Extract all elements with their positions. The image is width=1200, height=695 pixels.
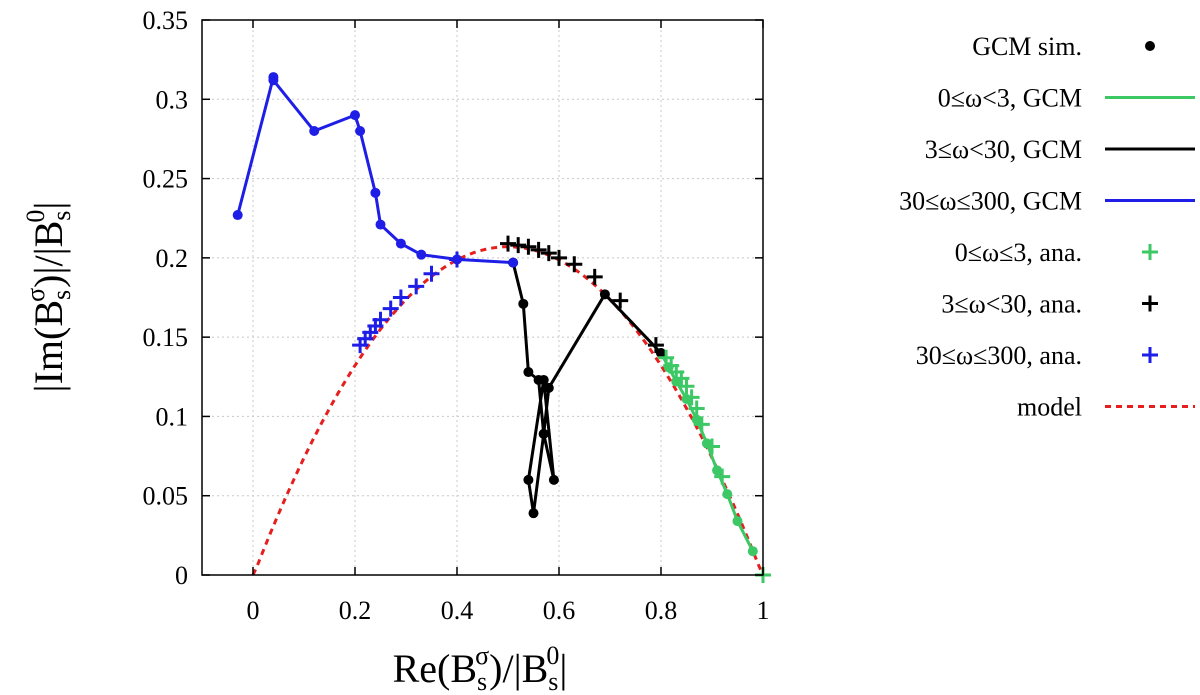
data-point xyxy=(375,219,386,230)
legend-label: 30≤ω≤300, GCM xyxy=(899,187,1082,216)
plus-marker xyxy=(658,349,675,366)
data-point xyxy=(747,546,758,557)
y-tick-label: 0.35 xyxy=(143,6,189,35)
data-point xyxy=(395,238,406,249)
series-line xyxy=(511,262,663,515)
data-point xyxy=(370,187,381,198)
model-curve-layer xyxy=(251,245,765,576)
plus-marker xyxy=(423,265,440,282)
legend-label: 3≤ω<30, GCM xyxy=(925,135,1082,164)
data-point xyxy=(268,72,279,83)
legend-point-symbol xyxy=(1145,41,1155,51)
data-point xyxy=(543,382,554,393)
data-point xyxy=(599,289,610,300)
plus-marker xyxy=(586,268,603,285)
data-point xyxy=(523,474,534,485)
data-point xyxy=(309,126,320,136)
data-point xyxy=(523,367,534,378)
data-point xyxy=(548,474,559,485)
data-point xyxy=(722,489,733,500)
plus-marker xyxy=(647,337,664,354)
plus-marker xyxy=(449,251,465,268)
data-point xyxy=(712,465,723,476)
plus-marker xyxy=(566,256,583,273)
data-point xyxy=(350,110,360,121)
plus-marker xyxy=(510,237,527,254)
y-tick-label: 0.15 xyxy=(143,323,189,352)
x-tick-label: 0.8 xyxy=(645,596,678,625)
plus-marker xyxy=(704,438,720,455)
legend-plus-symbol xyxy=(1142,244,1158,260)
plus-marker xyxy=(500,235,516,252)
data-point xyxy=(355,126,366,136)
plus-marker xyxy=(693,416,710,433)
y-axis-label: |Im(Bsσ)|/|Bs0| xyxy=(21,202,76,393)
plus-marker xyxy=(612,292,629,309)
data-point xyxy=(508,257,519,268)
plot-frame xyxy=(201,19,764,576)
y-tick-label: 0.1 xyxy=(156,402,189,431)
y-tick-label: 0 xyxy=(175,561,188,590)
data-point xyxy=(538,428,549,439)
data-point xyxy=(732,516,743,527)
data-point xyxy=(232,210,243,221)
axis-ticks: 0 0.2 0.4 0.6 0.8 1 0 0.05 0.1 0.15 0.2 0.25 0.3 0.35 xyxy=(143,6,770,625)
x-tick-label: 0.6 xyxy=(543,596,576,625)
y-tick-label: 0.05 xyxy=(143,482,189,511)
plus-marker xyxy=(520,238,537,255)
plus-marker xyxy=(408,278,425,295)
grid-lines xyxy=(202,19,764,576)
plus-marker xyxy=(392,289,409,306)
y-tick-label: 0.25 xyxy=(143,165,189,194)
plus-marker xyxy=(714,468,731,485)
y-tick-label: 0.3 xyxy=(156,85,189,114)
legend-label: 30≤ω≤300, ana. xyxy=(916,341,1082,370)
x-tick-label: 0.4 xyxy=(441,596,474,625)
legend-label: 0≤ω≤3, ana. xyxy=(955,238,1082,267)
plus-marker xyxy=(540,245,557,262)
data-point xyxy=(691,414,702,425)
plus-marker xyxy=(688,400,705,417)
plus-marker xyxy=(530,241,547,258)
legend-label: 3≤ω<30, ana. xyxy=(941,290,1082,319)
series-line xyxy=(236,75,514,265)
data-point xyxy=(656,348,666,358)
data-point xyxy=(533,374,544,385)
legend: GCM sim. 0≤ω<3, GCM 3≤ω<30, GCM 30≤ω≤300, G… xyxy=(899,32,1195,422)
series-lines-layer xyxy=(236,75,755,552)
plus-marker xyxy=(683,389,700,406)
data-point xyxy=(518,298,529,309)
model-curve xyxy=(251,245,765,576)
y-tick-label: 0.2 xyxy=(156,244,189,273)
plus-marker xyxy=(551,249,567,266)
legend-plus-symbol xyxy=(1142,347,1158,363)
x-tick-label: 1 xyxy=(757,596,770,625)
legend-label: GCM sim. xyxy=(972,32,1082,61)
data-point xyxy=(681,393,692,404)
x-axis-label: Re(Bsσ)/|Bs0| xyxy=(393,641,568,695)
series-points-layer xyxy=(232,72,771,583)
legend-label: model xyxy=(1017,393,1082,422)
x-tick-label: 0.2 xyxy=(339,596,372,625)
data-point xyxy=(416,249,427,260)
x-tick-label: 0 xyxy=(247,596,260,625)
plus-marker xyxy=(352,337,369,354)
data-point xyxy=(528,508,539,519)
legend-label: 0≤ω<3, GCM xyxy=(938,84,1082,113)
plus-marker xyxy=(382,300,399,317)
legend-plus-symbol xyxy=(1142,295,1158,312)
